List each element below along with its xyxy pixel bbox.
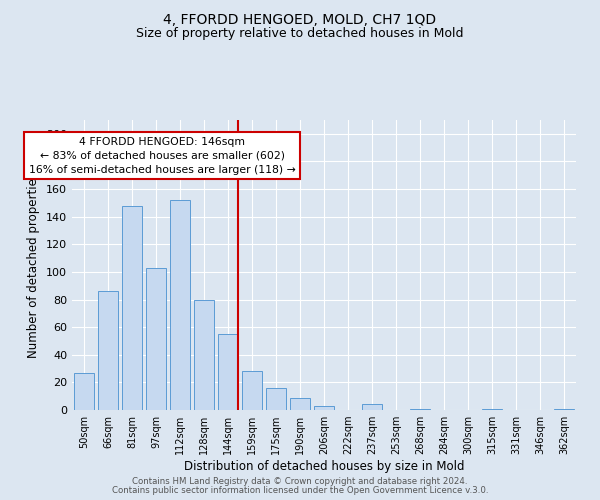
Text: Contains HM Land Registry data © Crown copyright and database right 2024.: Contains HM Land Registry data © Crown c…: [132, 477, 468, 486]
Bar: [242, 372, 262, 410]
Bar: [74, 372, 94, 410]
Bar: [218, 334, 238, 410]
Bar: [194, 300, 214, 410]
Bar: [482, 408, 502, 410]
Bar: [554, 408, 574, 410]
Text: Contains public sector information licensed under the Open Government Licence v.: Contains public sector information licen…: [112, 486, 488, 495]
Bar: [314, 406, 334, 410]
Y-axis label: Number of detached properties: Number of detached properties: [28, 172, 40, 358]
Bar: [266, 388, 286, 410]
Text: 4, FFORDD HENGOED, MOLD, CH7 1QD: 4, FFORDD HENGOED, MOLD, CH7 1QD: [163, 12, 437, 26]
Text: Size of property relative to detached houses in Mold: Size of property relative to detached ho…: [136, 28, 464, 40]
Bar: [290, 398, 310, 410]
Bar: [410, 408, 430, 410]
Bar: [170, 200, 190, 410]
Bar: [122, 206, 142, 410]
Text: 4 FFORDD HENGOED: 146sqm
← 83% of detached houses are smaller (602)
16% of semi-: 4 FFORDD HENGOED: 146sqm ← 83% of detach…: [29, 136, 295, 174]
Bar: [146, 268, 166, 410]
Bar: [362, 404, 382, 410]
X-axis label: Distribution of detached houses by size in Mold: Distribution of detached houses by size …: [184, 460, 464, 473]
Bar: [98, 291, 118, 410]
